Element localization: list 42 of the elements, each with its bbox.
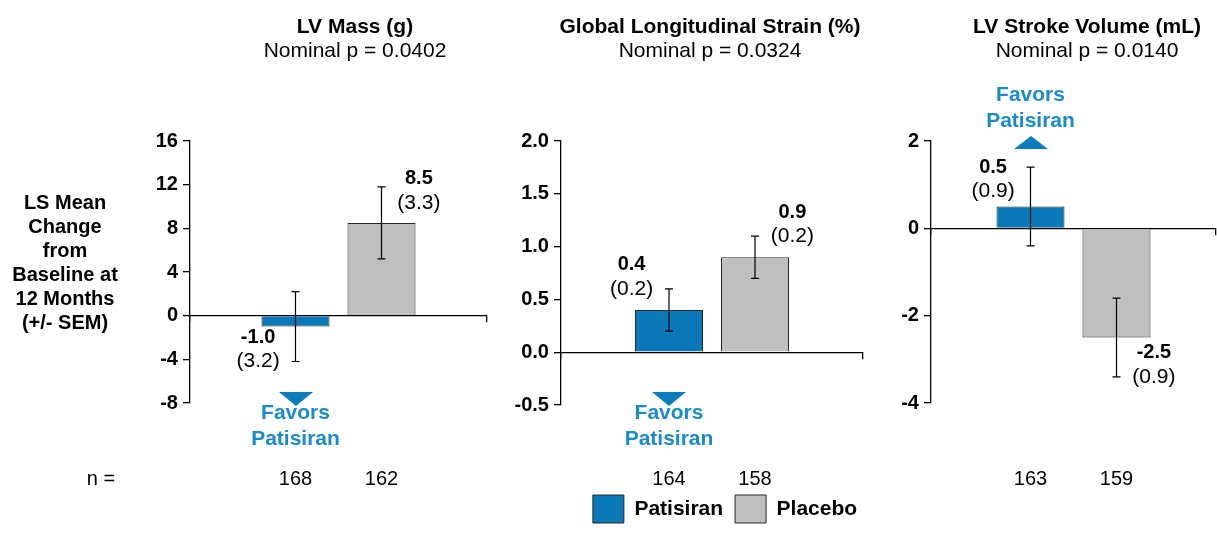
- y-tick-label: 8: [166, 215, 178, 238]
- y-tick-label: 2.0: [521, 128, 549, 151]
- y-tick-label: -4: [160, 346, 179, 369]
- y-tick-label: 0.0: [521, 339, 549, 362]
- data-label: 0.5 (0.9): [971, 154, 1015, 201]
- y-tick-label: 0.5: [521, 286, 549, 309]
- y-tick-label: 0: [907, 215, 919, 238]
- y-tick-label: 1.5: [521, 181, 549, 204]
- text: Favors Patisiran: [985, 81, 1076, 133]
- chart-subtitle: Nominal p = 0.0140: [995, 38, 1179, 62]
- y-tick-label: -2: [901, 303, 919, 326]
- y-tick-label: 12: [155, 172, 178, 195]
- text: 168: [278, 466, 313, 490]
- chart-title: LV Stroke Volume (mL): [973, 14, 1201, 38]
- data-label: 8.5 (3.3): [397, 166, 441, 213]
- legend-label: Patisiran: [634, 495, 724, 519]
- chart-title: Global Longitudinal Strain (%): [559, 14, 861, 38]
- text: 164: [652, 466, 686, 490]
- y-tick-label: 1.0: [521, 234, 549, 257]
- y-tick-label: 0: [166, 303, 178, 326]
- legend-label: Placebo: [776, 495, 858, 519]
- chart-subtitle: Nominal p = 0.0324: [618, 38, 802, 62]
- y-tick-label: 16: [155, 128, 178, 151]
- data-label: -2.5 (0.9): [1132, 340, 1176, 387]
- chart-title: LV Mass (g): [296, 14, 414, 38]
- y-tick-label: -8: [160, 390, 178, 413]
- y-tick-label: 4: [166, 259, 179, 282]
- text: 163: [1013, 466, 1048, 490]
- data-label: 0.4 (0.2): [610, 252, 654, 299]
- text: 159: [1099, 466, 1134, 490]
- text: 162: [364, 466, 399, 490]
- y-tick-label: -4: [901, 390, 920, 413]
- y-tick-label: 2: [907, 128, 919, 151]
- data-label: 0.9 (0.2): [770, 199, 814, 246]
- text: n =: [86, 466, 116, 490]
- chart-subtitle: Nominal p = 0.0402: [263, 38, 447, 62]
- y-axis-title: LS Mean Change from Baseline at 12 Months (+/- SEM): [11, 190, 119, 334]
- annotation: Favors Patisiran: [623, 399, 715, 451]
- annotation: Favors Patisiran: [250, 399, 341, 451]
- text: 158: [738, 466, 772, 490]
- data-label: -1.0 (3.2): [236, 325, 280, 372]
- y-tick-label: -0.5: [514, 392, 549, 415]
